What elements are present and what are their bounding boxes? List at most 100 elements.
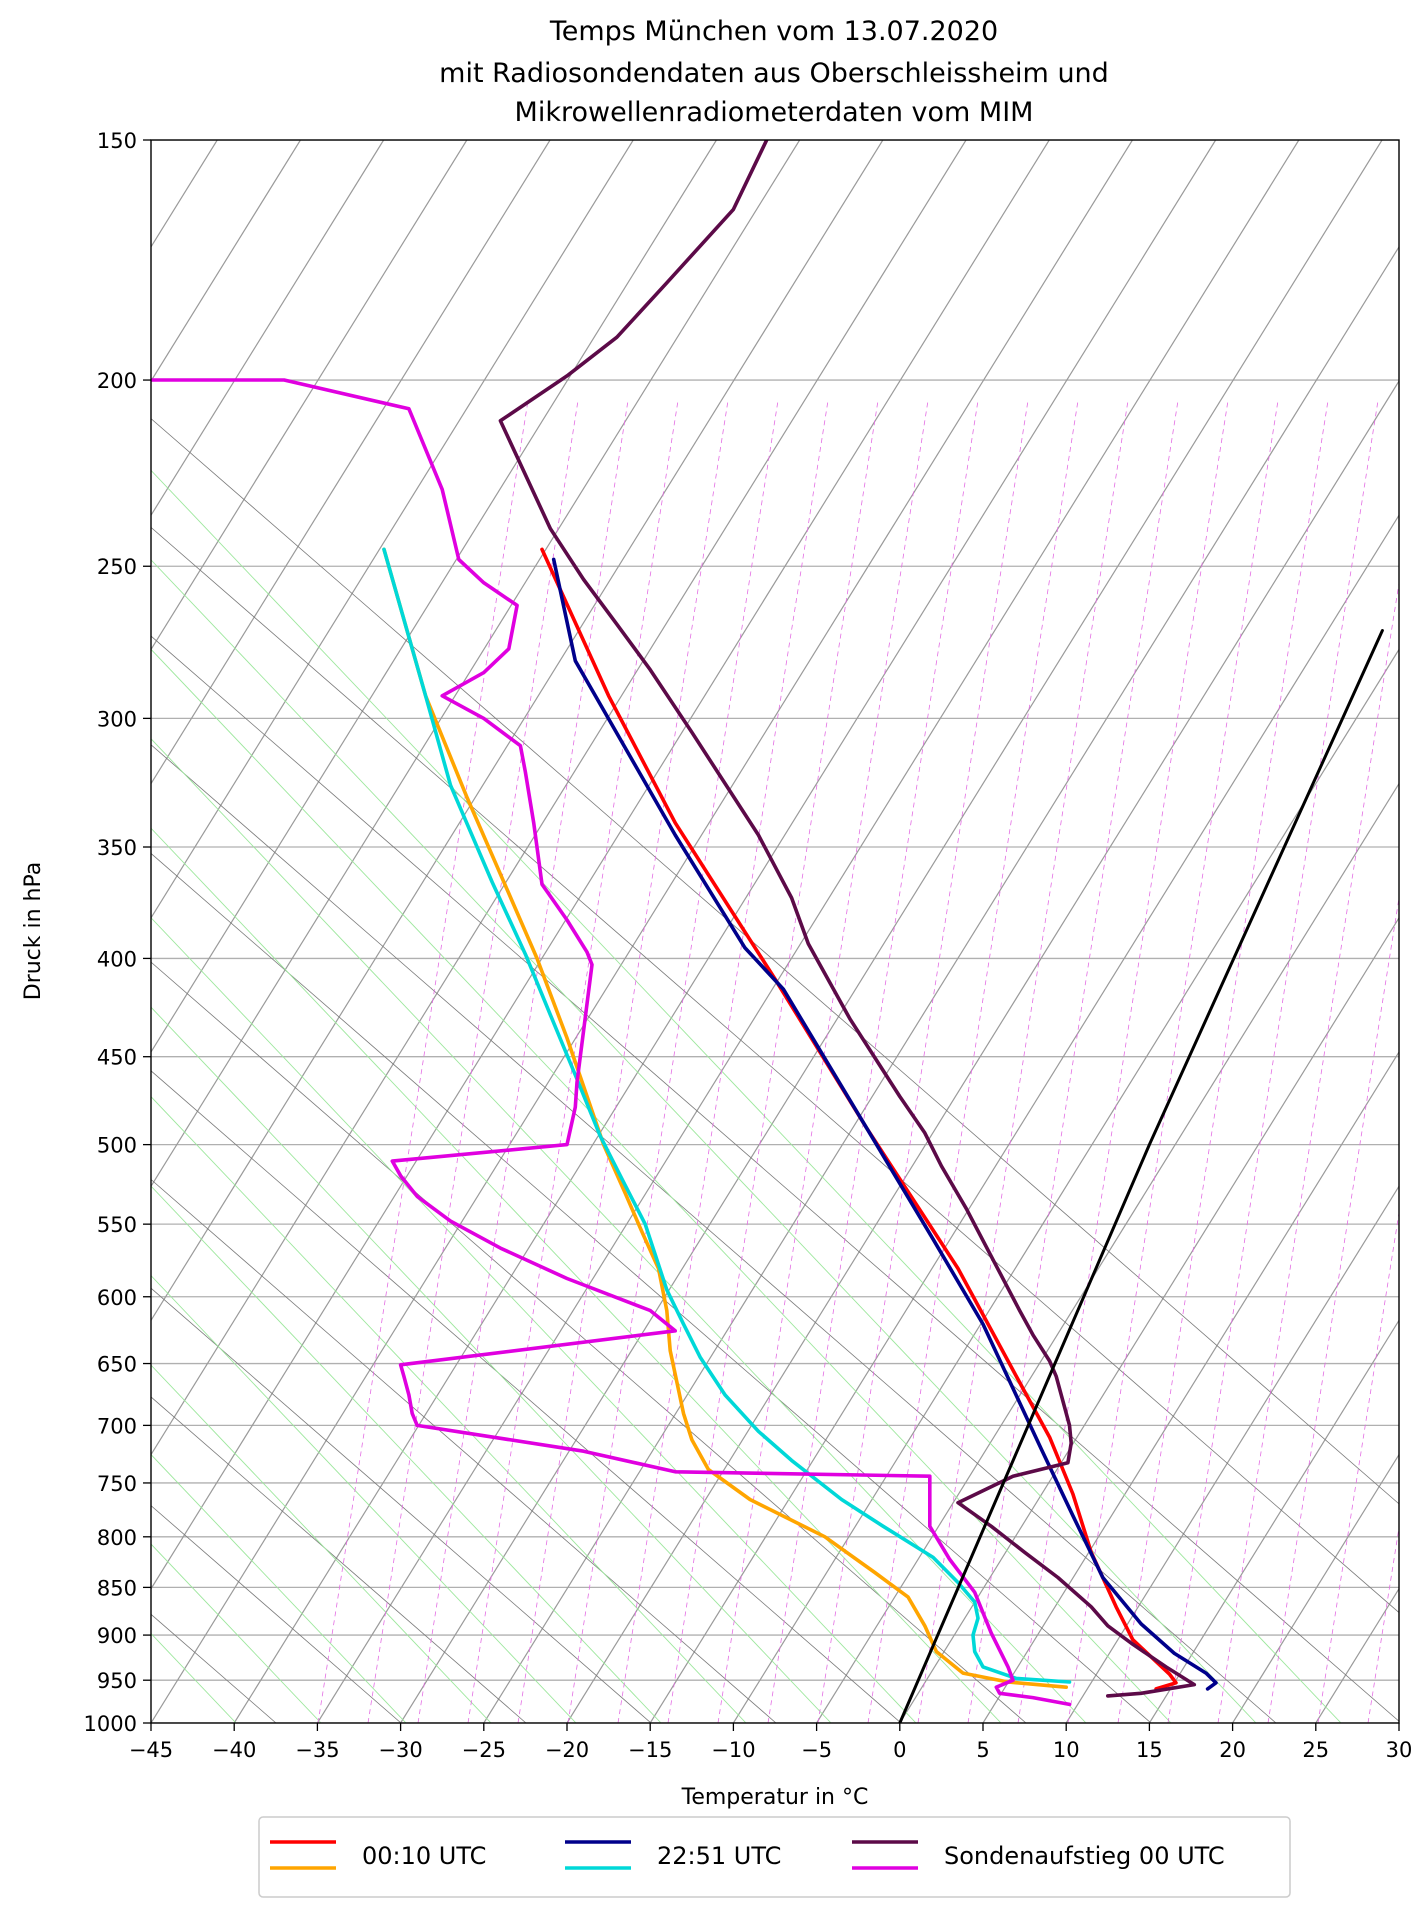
y-tick-label: 250	[97, 555, 137, 579]
isotherm	[151, 140, 468, 651]
isotherm	[151, 140, 967, 1456]
series-line-5	[151, 378, 1072, 1707]
y-axis-label: Druck in hPa	[21, 862, 46, 1001]
mixing-ratio-line	[467, 400, 679, 1723]
mixing-ratio-line	[767, 400, 979, 1723]
dry-adiabat	[151, 526, 1399, 1614]
y-tick-label: 950	[97, 1669, 137, 1693]
dry-adiabat	[151, 1396, 527, 1723]
moist-adiabat	[151, 1543, 322, 1723]
y-tick-label: 350	[97, 836, 137, 860]
y-tick-label: 1000	[84, 1712, 137, 1736]
mixing-ratio-line	[367, 400, 579, 1723]
mixing-ratio-line	[417, 400, 629, 1723]
isotherm	[982, 1050, 1399, 1723]
chart-title: Temps München vom 13.07.2020 mit Radioso…	[439, 16, 1109, 128]
x-tick-label: 20	[1219, 1738, 1246, 1762]
isotherm	[1148, 1319, 1399, 1723]
x-tick-label: −35	[295, 1738, 339, 1762]
moist-adiabat	[151, 1274, 577, 1723]
x-tick-label: 0	[893, 1738, 906, 1762]
chart-title-line-2: mit Radiosondendaten aus Oberschleisshei…	[439, 58, 1109, 89]
isotherm	[400, 140, 1383, 1723]
moist-adiabat	[151, 1453, 407, 1723]
mixing-ratio-line	[967, 400, 1179, 1723]
x-tick-label: −10	[711, 1738, 755, 1762]
y-tick-label: 450	[97, 1046, 137, 1070]
isotherm	[233, 140, 1217, 1723]
isotherm	[151, 140, 801, 1188]
moist-adiabat	[151, 469, 1342, 1723]
x-tick-label: 15	[1136, 1738, 1163, 1762]
isotherm	[899, 916, 1399, 1723]
moist-adiabat	[151, 827, 1002, 1723]
isotherm	[151, 140, 1133, 1723]
x-tick-label: −25	[462, 1738, 506, 1762]
x-tick-label: 10	[1053, 1738, 1080, 1762]
data-series	[151, 140, 1384, 1723]
series-line-4	[498, 140, 1197, 1698]
dry-adiabat	[151, 961, 1027, 1723]
isotherm	[151, 140, 717, 1054]
isotherm	[1065, 1185, 1399, 1723]
y-tick-label: 150	[97, 129, 137, 153]
background-grid	[151, 140, 1399, 1723]
mixing-ratio-line	[1367, 1525, 1399, 1723]
chart-title-line-3: Mikrowellenradiometerdaten vom MIM	[515, 97, 1034, 128]
x-tick-label: 5	[976, 1738, 989, 1762]
mixing-ratio-line	[317, 400, 529, 1723]
y-tick-label: 850	[97, 1576, 137, 1600]
y-tick-label: 200	[97, 369, 137, 393]
isotherm	[151, 140, 884, 1322]
y-tick-label: 600	[97, 1286, 137, 1310]
legend: 00:10 UTC 22:51 UTC Sondenaufstieg 00 UTC	[258, 1816, 1291, 1898]
isotherm	[1232, 1453, 1399, 1723]
mixing-ratio-line	[1217, 580, 1399, 1723]
mixing-ratio-line	[917, 400, 1129, 1723]
mixing-ratio-line	[1117, 400, 1329, 1723]
moist-adiabat	[151, 559, 1257, 1723]
mixing-ratio-line	[567, 400, 779, 1723]
legend-entry-1: 22:51 UTC	[565, 1840, 781, 1870]
series-line-1	[382, 547, 1068, 1689]
isotherm	[316, 140, 1300, 1723]
isotherm	[483, 245, 1399, 1723]
y-tick-label: 550	[97, 1213, 137, 1237]
dry-adiabat	[151, 1287, 652, 1723]
y-tick-label: 650	[97, 1353, 137, 1377]
moist-adiabat	[151, 648, 1172, 1723]
series-line-6	[898, 629, 1384, 1723]
moist-adiabat	[151, 738, 1087, 1723]
dry-adiabat	[151, 635, 1399, 1722]
legend-label: 22:51 UTC	[657, 1842, 781, 1870]
mixing-ratio-line	[667, 400, 879, 1723]
y-tick-label: 750	[97, 1472, 137, 1496]
legend-entry-0: 00:10 UTC	[270, 1840, 486, 1870]
y-tick-label: 900	[97, 1624, 137, 1648]
mixing-ratio-line	[1167, 400, 1379, 1723]
dry-adiabat	[151, 1070, 902, 1723]
isotherm	[732, 648, 1399, 1723]
isotherm	[566, 379, 1399, 1723]
chart-title-line-1: Temps München vom 13.07.2020	[549, 16, 998, 47]
series-line-0	[540, 547, 1178, 1691]
dry-adiabat	[151, 1505, 402, 1723]
series-line-3	[382, 547, 1072, 1684]
y-tick-label: 300	[97, 707, 137, 731]
y-tick-label: 800	[97, 1526, 137, 1550]
mixing-ratio-line	[1317, 1210, 1399, 1723]
mixing-ratio-line	[867, 400, 1079, 1723]
mixing-ratio-line	[1067, 400, 1279, 1723]
axis-ticks: −45 −40 −35 −30 −25 −20 −15 −10 −5 0 5 10 15 20 25 30 15…	[84, 129, 1413, 1762]
dry-adiabat	[151, 744, 1277, 1723]
legend-label: 00:10 UTC	[362, 1842, 486, 1870]
moist-adiabat	[151, 1096, 747, 1723]
series-line-2	[551, 557, 1218, 1691]
y-tick-label: 500	[97, 1134, 137, 1158]
mixing-ratio-line	[1017, 400, 1229, 1723]
x-tick-label: 30	[1386, 1738, 1413, 1762]
moist-adiabat	[151, 1364, 492, 1723]
mixing-ratio-line	[617, 400, 829, 1723]
x-axis-label: Temperatur in °C	[681, 1785, 869, 1810]
